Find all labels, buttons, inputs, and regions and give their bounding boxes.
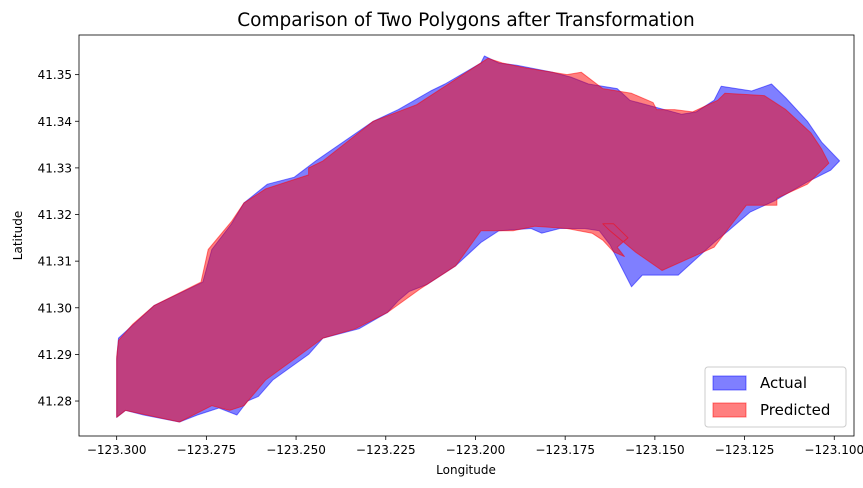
y-tick-label: 41.30	[38, 301, 72, 315]
y-tick-label: 41.35	[38, 68, 72, 82]
x-tick-label: −123.250	[266, 443, 326, 457]
legend-swatch-predicted	[712, 402, 747, 418]
y-tick-label: 41.34	[38, 115, 72, 129]
x-tick-label: −123.100	[804, 443, 863, 457]
legend: Actual Predicted	[704, 366, 847, 428]
axes-frame	[78, 34, 855, 437]
y-tick-label: 41.29	[38, 348, 72, 362]
y-axis-ticks: 41.28 41.29 41.30 41.31 41.32 41.33 41.34 41.35	[38, 68, 79, 409]
x-tick-label: −123.225	[356, 443, 416, 457]
y-tick-label: 41.33	[38, 161, 72, 175]
x-axis-label: Longitude	[436, 463, 496, 477]
polygon-predicted	[116, 57, 830, 423]
x-tick-label: −123.200	[446, 443, 506, 457]
x-axis-ticks: −123.300 −123.275 −123.250 −123.225 −123.200…	[87, 436, 863, 457]
x-tick-label: −123.275	[177, 443, 237, 457]
x-tick-label: −123.125	[715, 443, 775, 457]
plot-area	[78, 34, 855, 437]
legend-label-actual: Actual	[760, 374, 807, 392]
legend-swatch-actual	[712, 375, 747, 391]
x-tick-label: −123.175	[535, 443, 595, 457]
legend-label-predicted: Predicted	[760, 401, 830, 419]
y-tick-label: 41.28	[38, 395, 72, 409]
y-tick-label: 41.31	[38, 255, 72, 269]
x-tick-label: −123.300	[87, 443, 147, 457]
y-axis-label: Latitude	[11, 211, 25, 260]
y-tick-label: 41.32	[38, 208, 72, 222]
polygon-layer	[116, 55, 841, 423]
x-tick-label: −123.150	[625, 443, 685, 457]
chart-title: Comparison of Two Polygons after Transfo…	[237, 10, 695, 31]
